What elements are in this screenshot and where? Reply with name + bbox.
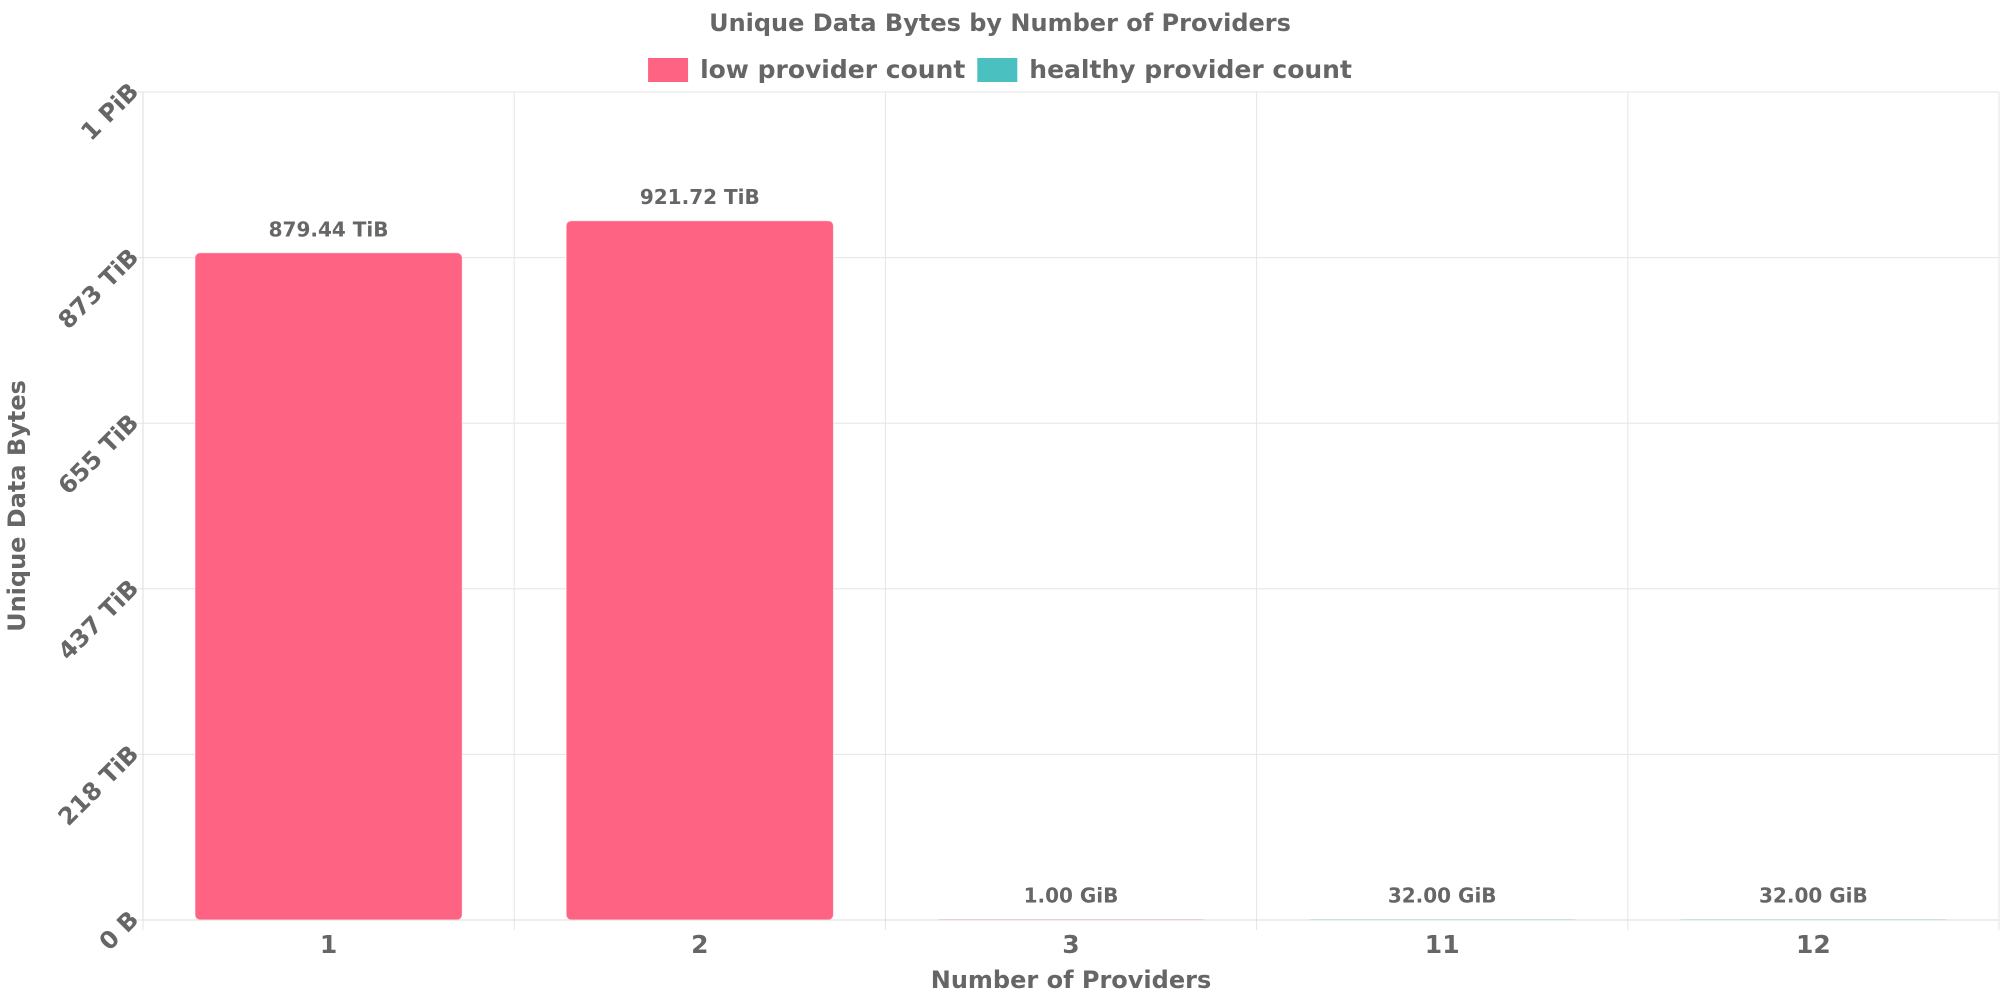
value-label: 32.00 GiB: [1388, 884, 1497, 908]
x-tick-label: 2: [691, 930, 708, 959]
value-label: 32.00 GiB: [1759, 884, 1868, 908]
x-tick-label: 11: [1425, 930, 1460, 959]
x-tick-label: 3: [1062, 930, 1079, 959]
legend-label: low provider count: [700, 55, 965, 84]
y-axis-label: Unique Data Bytes: [3, 380, 31, 632]
value-label: 879.44 TiB: [269, 217, 389, 241]
value-label: 1.00 GiB: [1024, 884, 1119, 908]
y-tick-label: 1 PiB: [75, 77, 144, 146]
bar: [565, 220, 834, 921]
value-label: 921.72 TiB: [640, 185, 760, 209]
legend-swatch: [648, 58, 689, 82]
y-tick-label: 873 TiB: [53, 243, 144, 334]
chart-title: Unique Data Bytes by Number of Providers: [709, 9, 1291, 37]
x-tick-label: 1: [320, 930, 337, 959]
legend-swatch: [977, 58, 1018, 82]
y-tick-label: 437 TiB: [53, 574, 144, 665]
legend-label: healthy provider count: [1029, 55, 1352, 84]
y-tick-label: 0 B: [94, 905, 144, 955]
y-tick-label: 218 TiB: [53, 740, 144, 831]
x-tick-label: 12: [1796, 930, 1831, 959]
x-axis-label: Number of Providers: [931, 966, 1211, 994]
y-tick-label: 655 TiB: [53, 409, 144, 500]
bar: [194, 252, 463, 921]
